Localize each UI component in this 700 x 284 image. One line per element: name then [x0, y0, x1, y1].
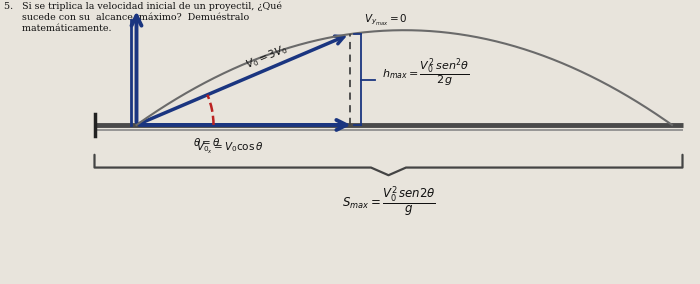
Text: $S_{max} = \dfrac{V_0^2\,sen2\theta}{g}$: $S_{max} = \dfrac{V_0^2\,sen2\theta}{g}$ — [342, 184, 435, 218]
Text: $V_{0_x} = V_0 \cos\theta$: $V_{0_x} = V_0 \cos\theta$ — [195, 141, 263, 156]
Text: sucede con su  alcance  máximo?  Demuéstralo: sucede con su alcance máximo? Demuéstral… — [4, 13, 248, 22]
Text: $V_{y_{max}} = 0$: $V_{y_{max}} = 0$ — [364, 12, 407, 27]
Text: $h_{max} = \dfrac{V_0^2\,sen^2\theta}{2g}$: $h_{max} = \dfrac{V_0^2\,sen^2\theta}{2g… — [382, 57, 469, 90]
Text: matemáticamente.: matemáticamente. — [4, 24, 111, 33]
Text: $V_0 = 3V_0$: $V_0 = 3V_0$ — [244, 42, 290, 72]
Text: 5.   Si se triplica la velocidad inicial de un proyectil, ¿Qué: 5. Si se triplica la velocidad inicial d… — [4, 1, 281, 11]
Text: $\theta = \theta$: $\theta = \theta$ — [193, 136, 220, 148]
